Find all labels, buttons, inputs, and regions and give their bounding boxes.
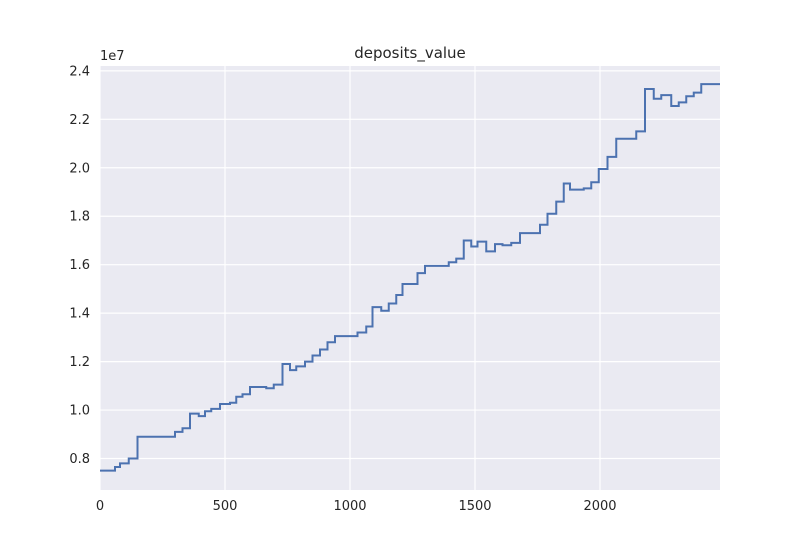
plot-area bbox=[100, 66, 720, 490]
x-tick-label: 500 bbox=[213, 499, 238, 514]
y-tick-label: 2.4 bbox=[69, 64, 90, 79]
x-tick-label: 2000 bbox=[583, 499, 616, 514]
x-tick-label: 0 bbox=[96, 499, 104, 514]
y-tick-label: 1.0 bbox=[69, 404, 90, 419]
y-tick-label: 2.2 bbox=[69, 113, 90, 128]
x-tick-label: 1500 bbox=[458, 499, 491, 514]
y-tick-label: 2.0 bbox=[69, 161, 90, 176]
x-tick-label: 1000 bbox=[333, 499, 366, 514]
y-offset-label: 1e7 bbox=[100, 49, 125, 64]
y-tick-label: 1.8 bbox=[69, 210, 90, 225]
chart-title: deposits_value bbox=[354, 44, 466, 63]
y-tick-label: 1.6 bbox=[69, 258, 90, 273]
y-tick-label: 0.8 bbox=[69, 452, 90, 467]
x-axis: 0 500 1000 1500 2000 bbox=[96, 499, 617, 514]
y-tick-label: 1.4 bbox=[69, 307, 90, 322]
series-layer bbox=[100, 83, 720, 472]
series-line bbox=[100, 83, 720, 472]
grid-lines bbox=[99, 66, 720, 490]
y-tick-label: 1.2 bbox=[69, 355, 90, 370]
y-axis: 0.8 1.0 1.2 1.4 1.6 1.8 2.0 2.2 2.4 bbox=[69, 64, 90, 467]
